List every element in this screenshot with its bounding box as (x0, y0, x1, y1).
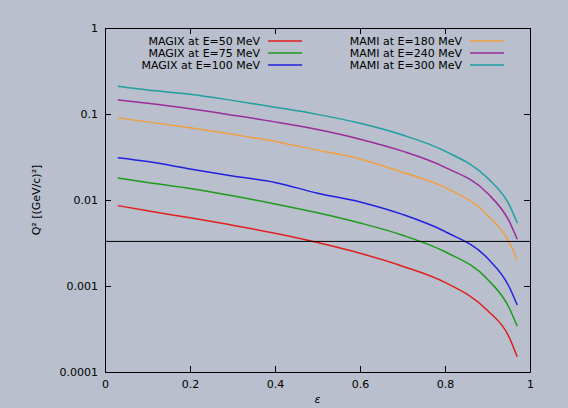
data-lines (105, 86, 530, 357)
y-axis: 0.0001 0.001 0.01 0.1 1 (60, 22, 112, 379)
tick: 0.2 (182, 366, 200, 391)
tick-label: 0.1 (81, 108, 99, 121)
x-axis (106, 28, 531, 34)
tick (190, 28, 191, 34)
tick-mark (524, 286, 530, 287)
tick (275, 28, 276, 34)
legend-item: MAGIX at E=100 MeV (142, 59, 303, 72)
legend-swatch (268, 64, 302, 66)
tick-mark (360, 366, 361, 372)
tick: 0.0001 (60, 366, 112, 379)
tick-mark (445, 28, 446, 34)
tick-mark (105, 28, 111, 29)
tick-mark (275, 366, 276, 372)
tick-mark (524, 114, 530, 115)
legend-swatch (470, 52, 504, 54)
tick-mark (190, 366, 191, 372)
series-line (118, 206, 518, 357)
tick-label: 0 (102, 378, 109, 391)
x-axis: 0 0.2 0.4 0.6 0.8 1 (102, 366, 534, 391)
tick (524, 200, 530, 201)
axis-line (530, 29, 531, 373)
legend-item: MAMI at E=300 MeV (350, 59, 504, 72)
legend-label: MAMI at E=300 MeV (350, 59, 463, 72)
tick-label: 0.2 (182, 378, 200, 391)
tick-mark (524, 372, 530, 373)
tick (445, 28, 446, 34)
tick-label: 1 (527, 378, 534, 391)
tick-mark (105, 200, 111, 201)
tick-mark (190, 28, 191, 34)
tick (524, 28, 530, 29)
tick-mark (360, 28, 361, 34)
legend-swatch (268, 40, 302, 42)
axis-line (106, 372, 531, 373)
tick-mark (524, 200, 530, 201)
tick: 0.6 (352, 366, 370, 391)
tick-label: 0.4 (267, 378, 285, 391)
series-line (118, 86, 518, 223)
legend-swatch (268, 52, 302, 54)
legend-swatch (470, 40, 504, 42)
tick-mark (445, 366, 446, 372)
plot: 0 0.2 0.4 0.6 0.8 1 0.0001 0.001 0.01 0.1 1 ε MAGIX … (60, 22, 535, 406)
legend-label: MAGIX at E=100 MeV (142, 59, 261, 72)
tick-label: 1 (91, 22, 98, 35)
tick-mark (105, 114, 111, 115)
tick: 0.01 (74, 194, 112, 207)
tick-label: 0.6 (352, 378, 370, 391)
reference-line (105, 241, 530, 242)
tick-mark (105, 372, 111, 373)
series-line (118, 118, 518, 260)
legend: MAGIX at E=50 MeVMAGIX at E=75 MeVMAGIX … (142, 35, 505, 72)
tick-label: 0.0001 (60, 366, 99, 379)
series-line (118, 100, 518, 239)
tick-label: 0.8 (437, 378, 455, 391)
y-axis-title: Q² [(GeV/c)²] (30, 165, 43, 236)
tick-mark (524, 28, 530, 29)
x-axis-title: ε (315, 393, 321, 406)
series-line (118, 178, 518, 326)
tick: 0.001 (67, 280, 112, 293)
tick (524, 372, 530, 373)
chart: 0 0.2 0.4 0.6 0.8 1 0.0001 0.001 0.01 0.1 1 ε MAGIX … (0, 0, 568, 408)
tick: 0.4 (267, 366, 285, 391)
tick: 1 (91, 22, 111, 35)
tick (360, 28, 361, 34)
tick-label: 0.01 (74, 194, 99, 207)
tick-mark (105, 286, 111, 287)
tick (524, 286, 530, 287)
axis-line (106, 28, 531, 29)
series-line (118, 158, 518, 305)
tick (524, 114, 530, 115)
tick: 0.1 (81, 108, 112, 121)
legend-swatch (470, 64, 504, 66)
y-axis (524, 29, 531, 373)
tick-label: 0.001 (67, 280, 99, 293)
tick-mark (275, 28, 276, 34)
tick: 0.8 (437, 366, 455, 391)
